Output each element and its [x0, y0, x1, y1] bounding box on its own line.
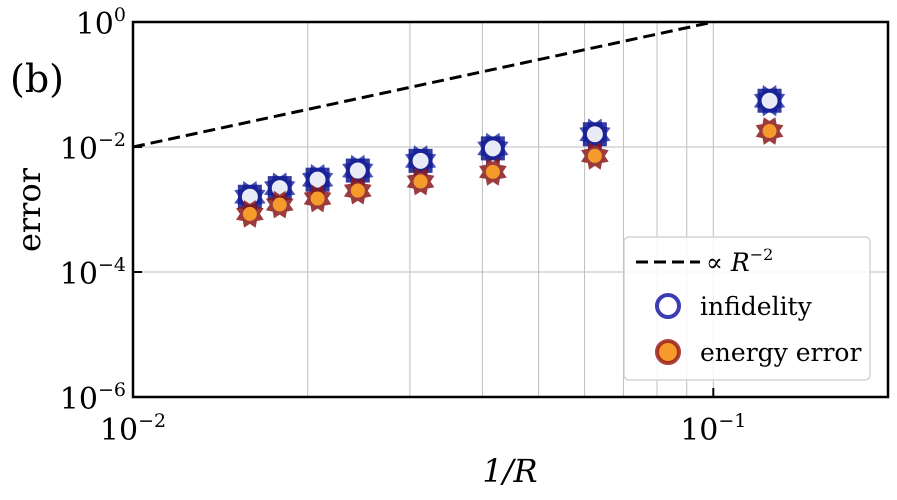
energy-error-point: [581, 142, 609, 170]
y-tick-label-base: 10: [60, 382, 98, 417]
energy-error-point: [236, 200, 264, 228]
energy-error-point-core: [762, 124, 777, 139]
infidelity-point-core: [586, 126, 603, 143]
energy-error-point-core: [272, 197, 287, 212]
infidelity-point-core: [349, 162, 366, 179]
energy-error-point-core: [350, 183, 365, 198]
infidelity-point-core: [761, 92, 778, 109]
infidelity-point-core: [484, 140, 501, 157]
legend-infidelity-marker: [655, 293, 681, 319]
y-tick-label: 10−6: [60, 379, 126, 417]
energy-error-point: [406, 167, 435, 196]
y-axis-title: error: [10, 167, 48, 252]
markers-layer: [234, 85, 786, 228]
y-tick-label: 10−2: [60, 129, 126, 167]
infidelity-point: [404, 145, 437, 177]
legend-infidelity-label: infidelity: [700, 292, 813, 321]
energy-error-point: [303, 184, 332, 213]
energy-error-point-core: [242, 206, 257, 221]
legend-reference-label-prefix: ∝ R: [706, 248, 750, 277]
legend-reference-label-exp: −2: [750, 245, 774, 264]
x-axis-title: 1/R: [482, 452, 537, 490]
infidelity-point: [477, 132, 509, 165]
legend-reference-label: ∝ R−2: [706, 245, 773, 277]
x-tick-label-exp: −2: [138, 410, 166, 432]
plot-frame: [131, 20, 890, 399]
infidelity-point: [753, 85, 786, 117]
grid: [133, 22, 888, 397]
infidelity-point-core: [309, 171, 326, 188]
infidelity-point: [579, 118, 611, 150]
legend: ∝ R−2 infidelity energy error: [623, 236, 871, 381]
energy-error-point-core: [485, 164, 500, 179]
legend-energy-error-marker: [655, 339, 681, 365]
x-tick-label: 10−2: [100, 410, 166, 448]
x-tick-label: 10−1: [680, 410, 746, 448]
y-tick-label-exp: −2: [98, 129, 126, 151]
x-tick-label-exp: −1: [718, 410, 746, 432]
x-tick-label-base: 10: [100, 413, 138, 448]
reference-line-layer: [132, 20, 714, 149]
infidelity-point-core: [241, 188, 258, 205]
legend-box: [623, 236, 871, 381]
energy-error-point: [343, 176, 372, 205]
energy-error-point-core: [413, 174, 428, 189]
y-tick-label-base: 10: [76, 7, 114, 42]
y-tick-label-exp: 0: [114, 4, 126, 26]
y-tick-label-exp: −6: [98, 379, 126, 401]
legend-energy-error-label: energy error: [700, 338, 861, 367]
y-tick-label-base: 10: [60, 132, 98, 167]
y-tick-label: 100: [76, 4, 126, 42]
energy-error-point: [265, 190, 294, 219]
energy-error-point: [479, 158, 507, 186]
reference-line: [132, 20, 714, 149]
energy-error-point: [755, 117, 784, 145]
infidelity-point: [301, 164, 334, 196]
y-tick-label-base: 10: [60, 257, 98, 292]
energy-error-point-core: [587, 148, 602, 163]
infidelity-point-core: [412, 152, 429, 169]
x-tick-label-base: 10: [680, 413, 718, 448]
y-tick-label-exp: −4: [98, 254, 126, 276]
infidelity-point: [342, 154, 374, 187]
panel-label: (b): [10, 57, 64, 101]
y-tick-label: 10−4: [60, 254, 126, 292]
energy-error-point-core: [310, 191, 325, 206]
